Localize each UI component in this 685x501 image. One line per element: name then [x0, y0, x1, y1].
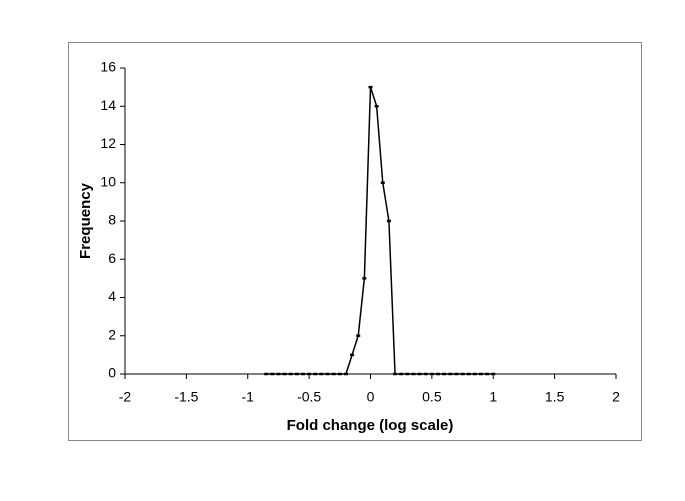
x-tick-label: 0 [367, 389, 375, 405]
y-tick-label: 6 [108, 250, 116, 266]
y-axis-title: Frequency [77, 182, 94, 259]
y-tick-label: 0 [108, 365, 116, 381]
y-tick-label: 10 [100, 173, 116, 189]
x-tick-label: 1 [489, 389, 497, 405]
y-tick-label: 12 [100, 135, 116, 151]
chart-frame [68, 42, 642, 441]
y-tick-label: 8 [108, 212, 116, 228]
x-tick-label: 0.5 [422, 389, 442, 405]
x-axis-title: Fold change (log scale) [287, 417, 454, 434]
y-tick-label: 16 [100, 59, 116, 75]
x-tick-label: -1 [242, 389, 255, 405]
x-tick-label: 2 [612, 389, 620, 405]
x-tick-label: 1.5 [545, 389, 565, 405]
y-tick-label: 4 [108, 288, 116, 304]
data-line [266, 86, 494, 375]
x-tick-label: -2 [119, 389, 132, 405]
x-tick-label: -0.5 [297, 389, 321, 405]
x-tick-label: -1.5 [174, 389, 198, 405]
y-tick-label: 2 [108, 326, 116, 342]
y-tick-label: 14 [100, 97, 116, 113]
